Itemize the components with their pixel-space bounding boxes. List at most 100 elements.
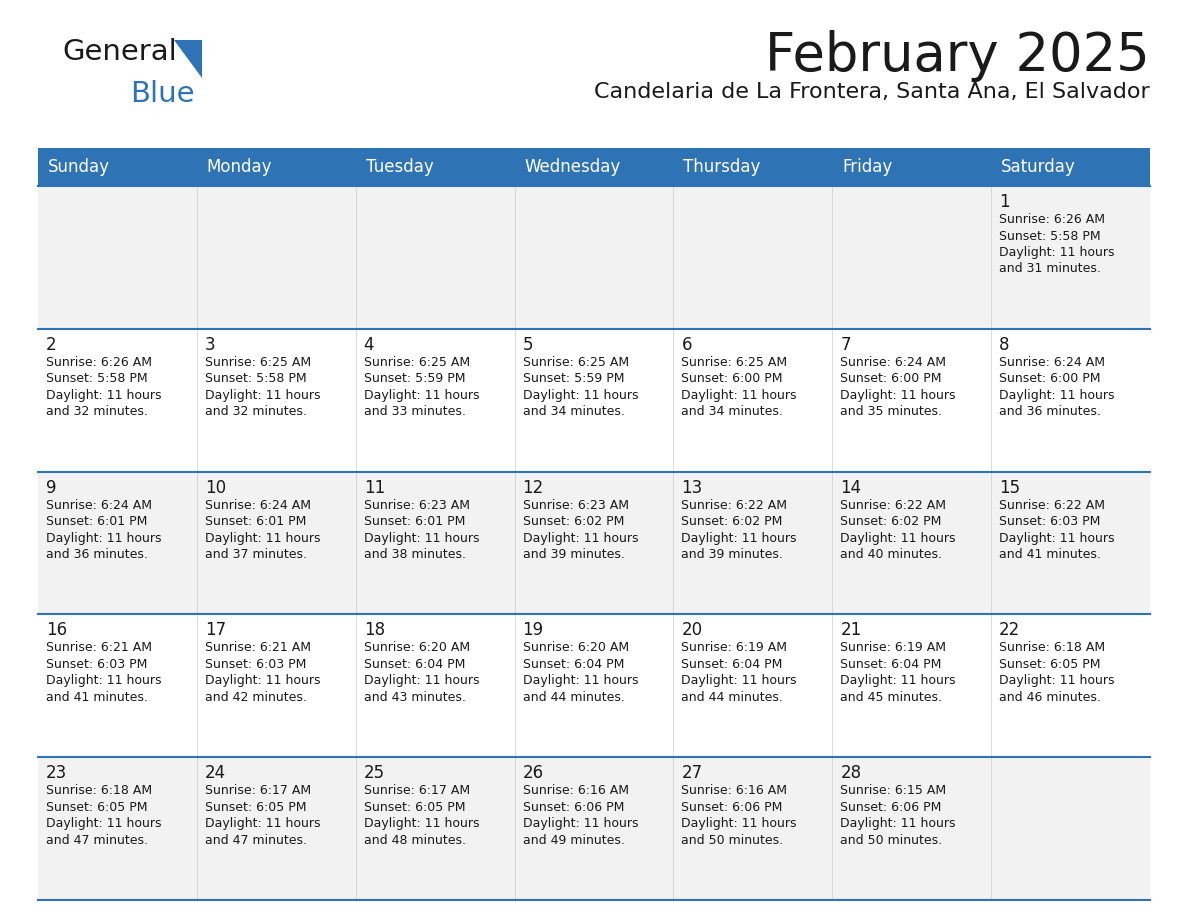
Text: Sunrise: 6:21 AM: Sunrise: 6:21 AM [204, 642, 311, 655]
Text: Sunrise: 6:23 AM: Sunrise: 6:23 AM [523, 498, 628, 511]
Text: 15: 15 [999, 478, 1020, 497]
Text: Sunrise: 6:23 AM: Sunrise: 6:23 AM [364, 498, 469, 511]
Text: 24: 24 [204, 764, 226, 782]
Text: and 42 minutes.: and 42 minutes. [204, 691, 307, 704]
Text: Sunrise: 6:18 AM: Sunrise: 6:18 AM [999, 642, 1105, 655]
Text: Sunrise: 6:22 AM: Sunrise: 6:22 AM [682, 498, 788, 511]
Text: and 43 minutes.: and 43 minutes. [364, 691, 466, 704]
Text: Daylight: 11 hours: Daylight: 11 hours [682, 389, 797, 402]
Text: Daylight: 11 hours: Daylight: 11 hours [840, 675, 956, 688]
Text: Sunset: 5:58 PM: Sunset: 5:58 PM [204, 373, 307, 386]
Text: 19: 19 [523, 621, 544, 640]
Text: and 36 minutes.: and 36 minutes. [999, 406, 1101, 419]
Text: Sunset: 6:03 PM: Sunset: 6:03 PM [204, 658, 307, 671]
Text: 9: 9 [46, 478, 57, 497]
Text: Daylight: 11 hours: Daylight: 11 hours [364, 675, 479, 688]
Text: Sunrise: 6:20 AM: Sunrise: 6:20 AM [523, 642, 628, 655]
Text: 28: 28 [840, 764, 861, 782]
Bar [38, 186, 1150, 329]
Text: 11: 11 [364, 478, 385, 497]
Text: 10: 10 [204, 478, 226, 497]
Text: Daylight: 11 hours: Daylight: 11 hours [204, 389, 321, 402]
Bar [38, 329, 1150, 472]
Text: and 45 minutes.: and 45 minutes. [840, 691, 942, 704]
Text: Sunrise: 6:18 AM: Sunrise: 6:18 AM [46, 784, 152, 797]
Text: Daylight: 11 hours: Daylight: 11 hours [46, 389, 162, 402]
Text: Daylight: 11 hours: Daylight: 11 hours [46, 675, 162, 688]
Text: Sunrise: 6:25 AM: Sunrise: 6:25 AM [682, 356, 788, 369]
Polygon shape [173, 40, 202, 78]
Text: 1: 1 [999, 193, 1010, 211]
Text: Sunset: 6:06 PM: Sunset: 6:06 PM [840, 800, 942, 813]
Text: 22: 22 [999, 621, 1020, 640]
Text: Sunset: 6:04 PM: Sunset: 6:04 PM [682, 658, 783, 671]
Text: Sunrise: 6:25 AM: Sunrise: 6:25 AM [364, 356, 469, 369]
Text: Candelaria de La Frontera, Santa Ana, El Salvador: Candelaria de La Frontera, Santa Ana, El… [594, 82, 1150, 102]
Text: 4: 4 [364, 336, 374, 353]
Text: Sunrise: 6:20 AM: Sunrise: 6:20 AM [364, 642, 469, 655]
Text: Sunset: 6:04 PM: Sunset: 6:04 PM [364, 658, 465, 671]
Text: Sunset: 6:00 PM: Sunset: 6:00 PM [682, 373, 783, 386]
Text: Sunset: 6:05 PM: Sunset: 6:05 PM [999, 658, 1100, 671]
Bar [38, 148, 1150, 186]
Text: February 2025: February 2025 [765, 30, 1150, 82]
Text: Daylight: 11 hours: Daylight: 11 hours [364, 532, 479, 544]
Text: 16: 16 [46, 621, 68, 640]
Text: Sunrise: 6:26 AM: Sunrise: 6:26 AM [46, 356, 152, 369]
Text: Sunset: 6:01 PM: Sunset: 6:01 PM [46, 515, 147, 528]
Text: Tuesday: Tuesday [366, 158, 434, 176]
Text: 23: 23 [46, 764, 68, 782]
Text: Sunrise: 6:24 AM: Sunrise: 6:24 AM [204, 498, 311, 511]
Text: and 32 minutes.: and 32 minutes. [46, 406, 147, 419]
Text: and 47 minutes.: and 47 minutes. [46, 834, 148, 846]
Text: Daylight: 11 hours: Daylight: 11 hours [523, 532, 638, 544]
Text: Daylight: 11 hours: Daylight: 11 hours [204, 532, 321, 544]
Text: and 47 minutes.: and 47 minutes. [204, 834, 307, 846]
Text: Daylight: 11 hours: Daylight: 11 hours [204, 675, 321, 688]
Text: Sunset: 6:03 PM: Sunset: 6:03 PM [46, 658, 147, 671]
Text: and 37 minutes.: and 37 minutes. [204, 548, 307, 561]
Text: 6: 6 [682, 336, 691, 353]
Text: 8: 8 [999, 336, 1010, 353]
Text: and 50 minutes.: and 50 minutes. [682, 834, 784, 846]
Text: Sunset: 6:03 PM: Sunset: 6:03 PM [999, 515, 1100, 528]
Text: Daylight: 11 hours: Daylight: 11 hours [364, 389, 479, 402]
Text: Daylight: 11 hours: Daylight: 11 hours [999, 532, 1114, 544]
Text: 14: 14 [840, 478, 861, 497]
Text: Sunrise: 6:16 AM: Sunrise: 6:16 AM [523, 784, 628, 797]
Text: Sunrise: 6:19 AM: Sunrise: 6:19 AM [840, 642, 947, 655]
Text: Sunrise: 6:22 AM: Sunrise: 6:22 AM [840, 498, 947, 511]
Text: Sunset: 6:02 PM: Sunset: 6:02 PM [682, 515, 783, 528]
Text: Daylight: 11 hours: Daylight: 11 hours [46, 817, 162, 830]
Text: Sunset: 6:05 PM: Sunset: 6:05 PM [46, 800, 147, 813]
Text: and 36 minutes.: and 36 minutes. [46, 548, 147, 561]
Text: 18: 18 [364, 621, 385, 640]
Text: Blue: Blue [129, 80, 195, 108]
Text: 21: 21 [840, 621, 861, 640]
Text: Daylight: 11 hours: Daylight: 11 hours [523, 389, 638, 402]
Text: and 33 minutes.: and 33 minutes. [364, 406, 466, 419]
Text: Thursday: Thursday [683, 158, 760, 176]
Text: Sunset: 6:05 PM: Sunset: 6:05 PM [364, 800, 466, 813]
Text: Sunday: Sunday [48, 158, 110, 176]
Text: Sunrise: 6:25 AM: Sunrise: 6:25 AM [204, 356, 311, 369]
Text: Daylight: 11 hours: Daylight: 11 hours [999, 246, 1114, 259]
Text: 17: 17 [204, 621, 226, 640]
Text: Sunset: 6:02 PM: Sunset: 6:02 PM [523, 515, 624, 528]
Text: and 50 minutes.: and 50 minutes. [840, 834, 942, 846]
Text: Daylight: 11 hours: Daylight: 11 hours [46, 532, 162, 544]
Text: Daylight: 11 hours: Daylight: 11 hours [523, 675, 638, 688]
Text: 3: 3 [204, 336, 215, 353]
Text: 2: 2 [46, 336, 57, 353]
Text: Sunrise: 6:15 AM: Sunrise: 6:15 AM [840, 784, 947, 797]
Text: and 44 minutes.: and 44 minutes. [682, 691, 783, 704]
Bar [38, 757, 1150, 900]
Text: and 35 minutes.: and 35 minutes. [840, 406, 942, 419]
Text: Daylight: 11 hours: Daylight: 11 hours [364, 817, 479, 830]
Text: and 49 minutes.: and 49 minutes. [523, 834, 625, 846]
Text: and 34 minutes.: and 34 minutes. [682, 406, 783, 419]
Text: Sunset: 5:59 PM: Sunset: 5:59 PM [523, 373, 624, 386]
Text: 20: 20 [682, 621, 702, 640]
Text: Sunset: 6:04 PM: Sunset: 6:04 PM [523, 658, 624, 671]
Text: Sunset: 6:04 PM: Sunset: 6:04 PM [840, 658, 942, 671]
